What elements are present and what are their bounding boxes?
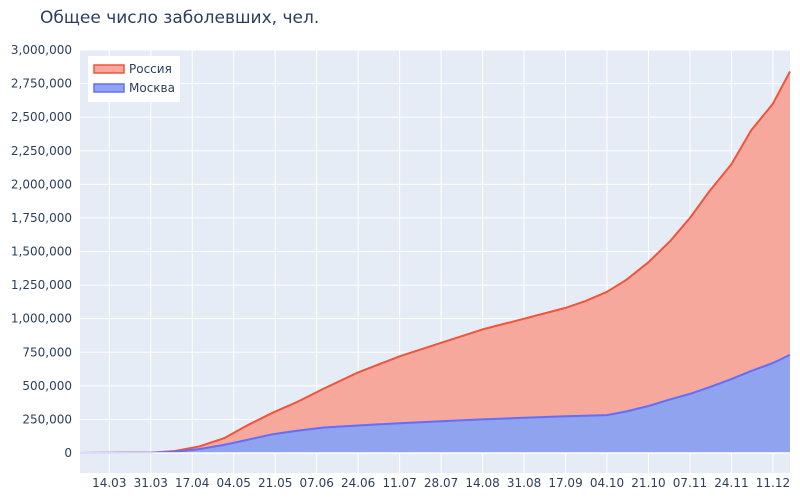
- legend-swatch: [93, 83, 125, 93]
- chart-title: Общее число заболевших, чел.: [40, 8, 320, 28]
- x-tick-label: 21.05: [258, 476, 292, 490]
- y-tick-label: 750,000: [22, 345, 72, 359]
- x-tick-label: 14.08: [465, 476, 499, 490]
- x-axis-tick-labels: 14.03 31.03 17.04 04.05 21.05 07.06 24.06 11.07…: [92, 476, 790, 490]
- legend: Россия Москва: [88, 56, 180, 102]
- legend-swatch: [93, 64, 125, 74]
- legend-label: Россия: [129, 62, 172, 76]
- x-tick-label: 07.06: [299, 476, 333, 490]
- x-tick-label: 24.06: [341, 476, 375, 490]
- y-axis-tick-labels: 0 250,000 500,000 750,000 1,000,000 1,250,000…: [11, 43, 72, 460]
- y-tick-label: 2,250,000: [11, 144, 72, 158]
- series-line-1: [79, 353, 791, 454]
- area-layer: [79, 71, 791, 454]
- y-tick-label: 0: [64, 446, 72, 460]
- series-area-1: [80, 354, 790, 453]
- x-tick-label: 14.03: [92, 476, 126, 490]
- x-tick-label: 11.07: [382, 476, 416, 490]
- y-tick-label: 1,500,000: [11, 245, 72, 259]
- x-tick-label: 17.04: [175, 476, 209, 490]
- x-tick-label: 31.08: [507, 476, 541, 490]
- y-tick-label: 1,750,000: [11, 211, 72, 225]
- x-tick-label: 28.07: [424, 476, 458, 490]
- x-tick-label: 07.11: [673, 476, 707, 490]
- y-tick-label: 2,750,000: [11, 77, 72, 91]
- x-tick-label: 04.10: [590, 476, 624, 490]
- legend-box: [88, 56, 180, 102]
- y-tick-label: 3,000,000: [11, 43, 72, 57]
- x-tick-label: 21.10: [631, 476, 665, 490]
- y-tick-label: 1,000,000: [11, 312, 72, 326]
- y-tick-label: 1,250,000: [11, 278, 72, 292]
- x-tick-label: 24.11: [714, 476, 748, 490]
- y-tick-label: 2,000,000: [11, 177, 72, 191]
- y-tick-label: 250,000: [22, 412, 72, 426]
- legend-label: Москва: [129, 81, 175, 95]
- series-area-0: [80, 71, 790, 453]
- x-tick-label: 17.09: [548, 476, 582, 490]
- x-tick-label: 31.03: [134, 476, 168, 490]
- y-tick-label: 2,500,000: [11, 110, 72, 124]
- series-line-0: [79, 71, 791, 454]
- x-tick-label: 04.05: [217, 476, 251, 490]
- x-tick-label: 11.12: [756, 476, 790, 490]
- y-tick-label: 500,000: [22, 379, 72, 393]
